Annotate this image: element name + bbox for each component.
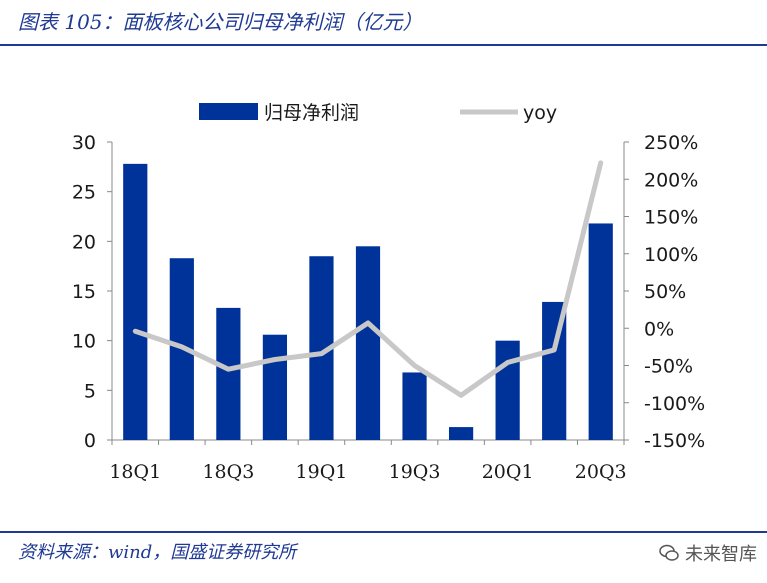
x-tick-label-18Q1: 18Q1 (109, 461, 161, 483)
y-right-tick-label: 100% (644, 244, 698, 266)
title-divider (0, 44, 767, 46)
bar-line-chart: 0 5 10 15 20 25 30 -150% -100% -50% 0% 50% 100% 150% 2… (72, 102, 705, 483)
y-right-tick-label: 200% (644, 169, 698, 191)
bar-19Q2 (355, 246, 381, 440)
bar-18Q4 (262, 334, 288, 440)
bar-20Q1 (495, 340, 520, 440)
figure-title: 图表 105：面板核心公司归母净利润（亿元） (18, 10, 423, 34)
legend-bar-swatch (199, 103, 258, 120)
x-tick-label-18Q3: 18Q3 (202, 461, 254, 483)
y-right-tick-label: -100% (644, 393, 705, 415)
y-right-tick-label: 250% (644, 132, 698, 154)
y-right-tick-label: 50% (644, 281, 686, 303)
bar-19Q4 (448, 427, 474, 440)
watermark-text: 未来智库 (685, 544, 757, 565)
y-right-tick-label: 150% (644, 207, 698, 229)
source-note: 资料来源：wind，国盛证券研究所 (18, 542, 297, 563)
x-tick-label-20Q3: 20Q3 (575, 461, 627, 483)
source-divider (0, 531, 767, 533)
y-left-tick-label: 10 (72, 331, 96, 353)
bar-18Q3 (216, 307, 241, 440)
watermark: 未来智库 (659, 540, 757, 566)
x-tick-label-19Q1: 19Q1 (296, 461, 348, 483)
y-left-tick-label: 5 (84, 380, 96, 402)
y-right-tick-label: -150% (644, 430, 705, 452)
bar-18Q1 (123, 163, 148, 440)
x-tick-label-20Q1: 20Q1 (482, 461, 534, 483)
x-tick-label-19Q3: 19Q3 (389, 461, 441, 483)
legend-line-label: yoy (523, 102, 557, 124)
y-left-tick-label: 30 (72, 132, 96, 154)
legend-bar-label: 归母净利润 (264, 102, 359, 124)
y-right-tick-label: -50% (644, 356, 693, 378)
y-left-tick-label: 0 (84, 430, 96, 452)
bar-20Q3 (588, 223, 613, 440)
y-right-tick-label: 0% (644, 318, 674, 340)
bar-19Q3 (402, 372, 427, 440)
y-left-tick-label: 25 (72, 182, 96, 204)
y-left-tick-label: 15 (72, 281, 96, 303)
y-left-tick-label: 20 (72, 231, 96, 253)
wechat-icon (659, 544, 679, 561)
